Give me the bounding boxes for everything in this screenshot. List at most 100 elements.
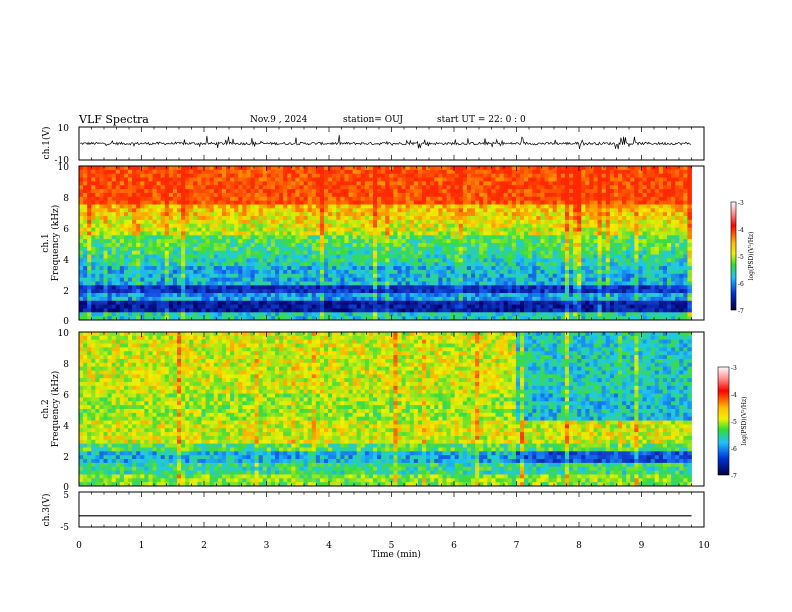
date-label: Nov.9 , 2024 [250,115,308,125]
ch1-spectrogram-cell [487,281,492,286]
ch1-spectrogram-cell [515,231,521,236]
ch1-spectrogram-cell [250,169,255,175]
ch1-spectrogram-cell [156,262,162,267]
ch1-spectrogram-cell [181,281,186,286]
ch1-spectrogram-cell [336,239,341,244]
ch1-spectrogram-cell [405,173,411,178]
ch1-spectrogram-cell [593,281,598,286]
ch1-spectrogram-cell [442,173,447,178]
ch1-spectrogram-cell [385,235,390,240]
ch1-spectrogram-cell [642,285,647,290]
ch1-spectrogram-cell [658,181,664,186]
ch1-spectrogram-cell [87,293,92,298]
ch1-spectrogram-cell [605,243,611,248]
ch1-spectrogram-cell [119,216,125,221]
ch1-spectrogram-cell [462,212,468,217]
ch1-spectrogram-cell [556,208,562,213]
ch1-spectrogram-cell [123,192,129,198]
ch1-spectrogram-cell [389,262,394,267]
ch1-spectrogram-cell [552,177,558,182]
ch1-spectrogram-cell [581,281,586,286]
ch1-spectrogram-cell [515,216,521,221]
ch1-spectrogram-cell [311,231,317,236]
ch1-spectrogram-cell [458,227,464,232]
ch1-spectrogram-cell [605,169,611,175]
ch1-spectrogram-cell [646,204,652,209]
ch1-spectrogram-cell [609,208,615,213]
ch1-spectrogram-cell [581,285,586,290]
ch1-spectrogram-cell [128,258,133,263]
ch1-spectrogram-cell [136,227,141,232]
ch1-spectrogram-cell [181,166,186,171]
ch1-spectrogram-cell [687,243,692,248]
ch1-spectrogram-cell [577,285,582,290]
ch1-spectrogram-cell [197,239,202,244]
ch1-spectrogram-cell [532,289,537,294]
ch1-spectrogram-cell [197,258,202,263]
ch1-spectrogram-cell [569,204,574,209]
ch1-spectrogram-cell [193,266,198,271]
ch1-spectrogram-cell [556,277,562,282]
ch1-spectrogram-cell [597,258,603,263]
ch1-spectrogram-cell [217,239,223,244]
ch1-spectrogram-cell [364,243,370,248]
ch1-spectrogram-cell [226,258,231,263]
ch1-spectrogram-cell [185,216,190,221]
ch1-spectrogram-cell [430,269,435,275]
ch1-spectrogram-cell [560,216,566,221]
ch1-spectrogram-cell [642,169,647,175]
ch1-spectrogram-cell [438,246,443,252]
ch1-spectrogram-cell [585,285,590,290]
ch1-spectrogram-cell [332,243,337,248]
ch1-spectrogram-cell [438,277,443,282]
ch1-spectrogram-cell [319,262,325,267]
ch1-spectrogram-cell [438,189,443,194]
ch1-spectrogram-cell [348,219,353,225]
ch1-spectrogram-cell [618,181,623,186]
ch1-spectrogram-cell [646,166,652,171]
ch1-spectrogram-cell [683,196,688,202]
ch1-spectrogram-cell [487,169,492,175]
ch1-spectrogram-cell [618,277,623,282]
ch1-spectrogram-cell [450,166,456,171]
ch1-spectrogram-cell [552,181,558,186]
ch1-spectrogram-cell [626,289,631,294]
ch1-spectrogram-cell [593,204,598,209]
ch1-spectrogram-cell [650,243,656,248]
ch1-spectrogram-cell [364,250,370,255]
ch1-spectrogram-cell [172,289,178,294]
ch1-spectrogram-cell [544,227,549,232]
ch1-spectrogram-cell [87,173,92,178]
ch1-spectrogram-cell [650,262,656,267]
ch1-spectrogram-cell [422,192,427,198]
ch1-spectrogram-cell [340,219,345,225]
ch1-spectrogram-cell [364,185,370,190]
ch1-spectrogram-cell [434,181,439,186]
ch1-spectrogram-cell [540,243,545,248]
ch1-spectrogram-cell [83,262,88,267]
ch1-spectrogram-cell [524,246,529,252]
ch1-spectrogram-cell [258,166,264,171]
ch1-spectrogram-cell [201,181,206,186]
ch1-spectrogram-cell [511,250,517,255]
ch1-spectrogram-cell [132,189,137,194]
ch1-spectrogram-cell [560,262,566,267]
ch1-spectrogram-cell [177,246,182,252]
ch1-spectrogram-cell [140,192,145,198]
ch1-spectrogram-cell [491,246,496,252]
ch1-spectrogram-cell [307,273,313,279]
ch1-spectrogram-cell [262,189,268,194]
ch1-spectrogram-cell [352,231,358,236]
ch1-spectrogram-cell [373,269,378,275]
ch1-spectrogram-cell [642,235,647,240]
ch1-spectrogram-cell [491,273,496,279]
ch1-spectrogram-cell [91,262,96,267]
ch1-spectrogram-cell [536,223,541,228]
ch1-spectrogram-cell [164,235,170,240]
ch1-spectrogram-cell [377,246,382,252]
ch1-spectrogram-cell [642,173,647,178]
ch1-spectrogram-cell [262,196,268,202]
ch1-spectrogram-cell [230,166,235,171]
ch1-spectrogram-cell [503,200,509,205]
ch1-spectrogram-cell [630,285,635,290]
